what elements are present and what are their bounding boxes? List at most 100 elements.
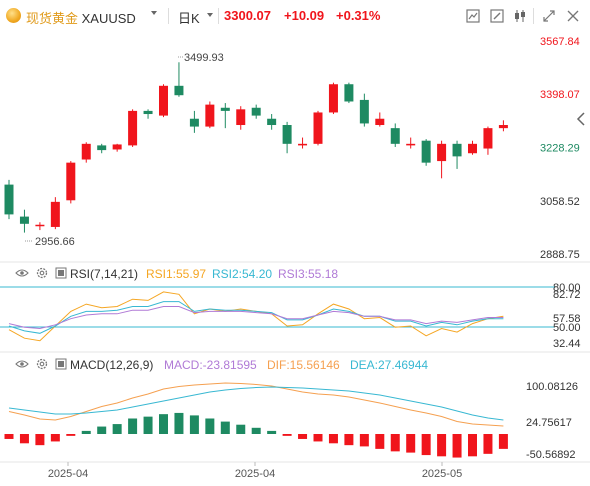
interval-dropdown-icon[interactable] (207, 13, 213, 17)
macd-tick-label: 24.75617 (526, 417, 572, 429)
hide-eye-icon[interactable] (15, 269, 29, 277)
candle (298, 137, 308, 149)
macd-bar (437, 434, 447, 457)
price-tick-label: 3058.52 (540, 196, 580, 208)
indicator-box-icon (55, 358, 67, 370)
price-change: +10.09 (284, 8, 325, 23)
rsi-tick-label: 32.44 (553, 338, 581, 350)
candle (390, 123, 400, 147)
fullscreen-button[interactable] (538, 6, 560, 26)
macd-bar (282, 434, 292, 436)
candle (97, 143, 107, 154)
time-tick-label: 2025-05 (422, 468, 462, 480)
candle (313, 110, 323, 146)
candle (4, 179, 14, 220)
macd-bar (251, 427, 261, 434)
settings-gear-icon[interactable] (36, 267, 48, 279)
candle (174, 62, 184, 97)
candle (344, 82, 354, 104)
macd-bar (35, 434, 45, 446)
candle (437, 140, 447, 179)
macd-bar (205, 418, 215, 434)
candlestick-series (4, 62, 508, 233)
macd-legend: MACD(12,26,9) MACD:-23.81595 DIF:15.5614… (15, 358, 428, 372)
macd-value: MACD:-23.81595 (164, 358, 257, 372)
rsi-line-rsi1 (8, 291, 504, 342)
candle (159, 84, 168, 118)
rsi-line-rsi3 (8, 306, 504, 330)
macd-bar (452, 434, 462, 458)
macd-bar (81, 430, 91, 434)
macd-bar (19, 434, 29, 444)
candle (498, 120, 508, 132)
dea-line (8, 386, 504, 421)
macd-bar (66, 434, 76, 436)
draw-icon (490, 9, 504, 23)
indicator-icon (466, 9, 480, 23)
candle (112, 143, 122, 152)
close-icon (567, 10, 579, 22)
hide-eye-icon[interactable] (15, 360, 29, 368)
macd-bar (220, 421, 230, 434)
rsi2-value: RSI2:54.20 (212, 267, 272, 281)
candle (359, 93, 369, 127)
rsi-tick-label: 82.72 (553, 289, 581, 301)
macd-bar (128, 418, 138, 434)
candle (421, 139, 431, 166)
macd-bar (174, 412, 184, 434)
toolbar-divider (533, 8, 534, 24)
candle (205, 101, 215, 129)
rsi-title: RSI(7,14,21) (70, 267, 138, 281)
gold-coin-icon (6, 8, 21, 23)
indicator-button[interactable] (462, 6, 484, 26)
price-axis: 3567.84 3398.07 3228.29 3058.52 2888.75 (540, 36, 580, 261)
settings-gear-icon[interactable] (36, 358, 48, 370)
macd-bar (112, 424, 122, 434)
candle (375, 112, 385, 127)
close-button[interactable] (562, 6, 584, 26)
macd-bar (468, 434, 477, 457)
macd-bar (498, 434, 508, 449)
candle (35, 222, 45, 231)
toolbar-divider (168, 8, 169, 24)
candle (328, 82, 338, 115)
macd-bar (406, 434, 416, 453)
price-tick-label: 3567.84 (540, 36, 580, 48)
macd-bar (97, 426, 107, 434)
interval-selector[interactable]: 日K (178, 11, 200, 26)
draw-button[interactable] (486, 6, 508, 26)
time-tick-label: 2025-04 (235, 468, 275, 480)
symbol-dropdown-icon[interactable] (151, 11, 157, 15)
macd-bar (267, 430, 277, 434)
time-tick-label: 2025-04 (48, 468, 88, 480)
candle-style-icon (515, 10, 525, 22)
price-tick-label: 3228.29 (540, 143, 580, 155)
candle (66, 161, 76, 204)
macd-lines (8, 382, 504, 427)
macd-bar (159, 414, 168, 434)
candle (267, 114, 277, 130)
dif-line (8, 382, 504, 427)
collapse-arrow-icon[interactable] (574, 110, 588, 128)
candle (143, 109, 153, 119)
macd-bar (313, 434, 323, 442)
candle-style-button[interactable] (509, 6, 531, 26)
candle (468, 140, 477, 155)
candle (189, 110, 199, 133)
candle (483, 126, 493, 155)
macd-bar (236, 424, 246, 434)
candle (128, 109, 138, 147)
rsi-tick-label: 57.58 (553, 313, 581, 325)
candle (50, 197, 60, 230)
symbol-selector[interactable]: 现货黄金 XAUUSD (26, 8, 136, 27)
macd-bar (143, 416, 153, 434)
last-price: 3300.07 (224, 8, 271, 23)
rsi-legend: RSI(7,14,21) RSI1:55.97 RSI2:54.20 RSI3:… (15, 267, 338, 281)
chart-toolbar: 现货黄金 XAUUSD 日K 3300.07 +10.09 +0.31% (0, 0, 590, 32)
macd-bar (390, 434, 400, 452)
rsi1-value: RSI1:55.97 (146, 267, 206, 281)
rsi-tick-label: 80.00 (553, 282, 581, 294)
macd-bar (483, 434, 493, 454)
